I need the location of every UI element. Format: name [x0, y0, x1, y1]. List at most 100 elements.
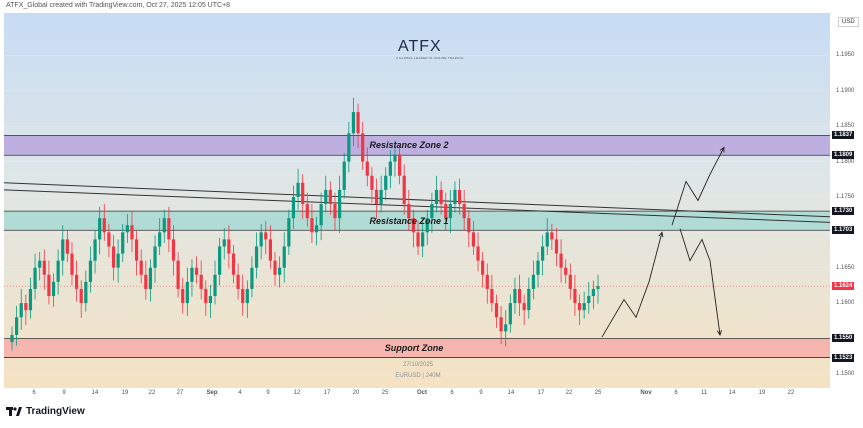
- watermark-date: 27/10/2025: [402, 362, 434, 368]
- time-tick-label: 4: [238, 390, 242, 396]
- candle-body: [88, 260, 93, 282]
- time-tick-label: 25: [594, 390, 602, 396]
- candle-body: [28, 288, 33, 311]
- time-tick-label: 19: [121, 390, 129, 396]
- candle-body: [388, 161, 392, 176]
- trendlines-layer: [4, 182, 830, 223]
- candle-body: [107, 232, 111, 247]
- price-level-label: 1.1523: [832, 353, 855, 362]
- candle-body: [98, 218, 102, 240]
- candle-body: [328, 189, 332, 205]
- chart-background: [4, 13, 830, 388]
- price-level-label: 1.1837: [832, 131, 855, 140]
- candle-body: [278, 267, 282, 275]
- price-tick-label: 1.1800: [836, 158, 855, 165]
- candle-body: [319, 204, 323, 226]
- candle-body: [494, 303, 499, 318]
- candle-body: [550, 232, 554, 240]
- resistance-zone-1-label: Resistance Zone 1: [369, 215, 449, 226]
- resistance1-zone: [4, 211, 830, 231]
- candle-body: [402, 175, 406, 205]
- candle-body: [490, 288, 494, 304]
- price-level-label: 1.1703: [832, 226, 855, 235]
- price-level-label: 1.1624: [832, 282, 855, 291]
- candle-body: [144, 274, 148, 289]
- candle-body: [462, 204, 466, 219]
- candle-body: [554, 239, 559, 254]
- candle-body: [513, 288, 517, 304]
- candle-body: [268, 239, 272, 261]
- candle-body: [10, 334, 14, 343]
- candle-body: [102, 218, 106, 233]
- candle-body: [121, 232, 125, 254]
- price-tick-label: 1.1850: [836, 123, 855, 130]
- candle-body: [15, 317, 19, 335]
- candle-body: [162, 218, 166, 233]
- chart-area[interactable]: [4, 13, 830, 388]
- time-tick-label: 9: [62, 390, 66, 396]
- candle-body: [139, 260, 143, 275]
- candle-body: [596, 286, 600, 289]
- time-tick-label: 11: [700, 390, 708, 396]
- time-tick-label: 9: [266, 390, 270, 396]
- time-tick-label: 14: [728, 390, 736, 396]
- time-tick-label: 20: [352, 390, 360, 396]
- candle-body: [531, 274, 536, 289]
- time-tick-label: 6: [450, 390, 454, 396]
- candle-body: [250, 267, 254, 289]
- time-tick-label: Nov: [640, 390, 652, 396]
- candle-body: [208, 296, 213, 304]
- candle-body: [130, 225, 134, 240]
- candle-body: [485, 274, 489, 289]
- candle-body: [577, 303, 582, 311]
- candle-body: [448, 204, 452, 219]
- candle-body: [333, 204, 337, 219]
- candle-body: [351, 112, 356, 134]
- price-chart[interactable]: [4, 13, 830, 388]
- candle-body: [545, 232, 549, 247]
- currency-button[interactable]: USD: [838, 17, 859, 27]
- candle-body: [181, 288, 185, 304]
- price-tick-label: 1.1750: [836, 193, 855, 200]
- candle-body: [245, 288, 249, 304]
- candle-body: [218, 246, 222, 275]
- price-axis[interactable]: 1.19501.19001.18501.18001.17501.17001.16…: [830, 13, 863, 388]
- candle-body: [582, 303, 586, 311]
- candle-body: [564, 267, 568, 275]
- candle-body: [338, 189, 342, 219]
- candle-body: [79, 288, 83, 304]
- candle-body: [527, 288, 531, 311]
- time-tick-label: 22: [148, 390, 156, 396]
- candle-body: [430, 204, 434, 219]
- candle-body: [522, 303, 526, 311]
- candle-body: [347, 133, 351, 162]
- candle-body: [185, 281, 189, 304]
- candle-body: [421, 232, 425, 247]
- candle-body: [153, 246, 157, 268]
- candle-body: [407, 204, 411, 219]
- candle-body: [273, 260, 277, 275]
- price-level-label: 1.1809: [832, 151, 855, 160]
- support-zone: [4, 338, 830, 358]
- candle-body: [167, 218, 171, 240]
- zones-layer: [4, 135, 830, 358]
- time-axis[interactable]: 6 9 14 19 22 27 Sep 4 9 12 17 20 25 Oct 6 9 14 17 22 25 Nov 6…: [4, 388, 830, 400]
- candle-body: [125, 225, 129, 233]
- candle-body: [84, 281, 88, 304]
- candle-body: [74, 274, 79, 289]
- projection-up-path-arrowhead: [658, 231, 664, 238]
- time-tick-label: Sep: [206, 390, 218, 396]
- candle-body: [439, 189, 443, 205]
- tradingview-brand: TradingView: [26, 406, 85, 417]
- resistance-zone-2-label: Resistance Zone 2: [369, 140, 449, 151]
- price-tick-label: 1.1650: [836, 264, 855, 271]
- candle-body: [481, 260, 485, 275]
- candle-body: [287, 218, 291, 247]
- candle-body: [499, 317, 503, 332]
- candle-body: [65, 239, 69, 254]
- candle-body: [213, 274, 217, 297]
- candle-body: [517, 288, 522, 304]
- candle-body: [194, 267, 199, 275]
- candle-body: [434, 189, 439, 205]
- candle-body: [467, 218, 471, 233]
